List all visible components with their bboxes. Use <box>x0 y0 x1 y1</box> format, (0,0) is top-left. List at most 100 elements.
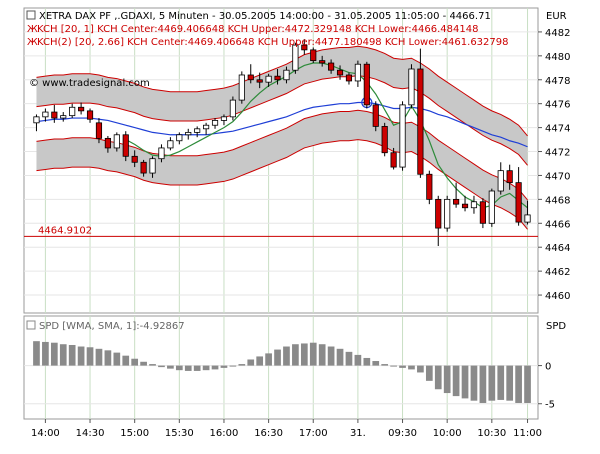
candle-down <box>372 104 379 127</box>
candle-up <box>158 147 165 160</box>
spd-bar <box>211 365 219 370</box>
spd-bar <box>104 350 112 366</box>
x-tick-label: 14:30 <box>76 428 105 439</box>
candle-up <box>292 44 299 71</box>
y-tick-label: 4466 <box>545 219 570 230</box>
chart-title: XETRA DAX PF ,.GDAXI, 5 Minuten - 30.05.… <box>39 11 491 22</box>
horizontal-line: 4464.9102 <box>24 225 538 237</box>
candle-up <box>60 115 67 119</box>
spd-bar <box>202 365 210 371</box>
spd-bar <box>95 348 103 366</box>
candle-up <box>113 134 120 149</box>
spd-axis: 0 -5 <box>538 362 555 411</box>
candle-down <box>319 60 326 64</box>
spd-bar <box>425 365 433 381</box>
kch1-marker-icon[interactable]: Ж <box>27 24 38 35</box>
spd-bar <box>381 364 389 366</box>
candle-up <box>33 116 40 124</box>
candlestick-series <box>33 39 531 247</box>
x-tick-label: 16:30 <box>254 428 283 439</box>
spd-bar <box>470 365 478 401</box>
candle-down <box>122 134 129 157</box>
spd-bar <box>399 365 406 368</box>
price-header: XETRA DAX PF ,.GDAXI, 5 Minuten - 30.05.… <box>26 10 567 89</box>
y-tick-label: 4460 <box>545 291 570 302</box>
kch1-line <box>36 75 528 166</box>
candle-down <box>506 170 513 184</box>
candle-down <box>345 74 353 82</box>
candle-up <box>42 111 49 118</box>
candle-down <box>274 75 281 81</box>
x-tick-label: 14:00 <box>31 428 60 439</box>
spd-bar <box>497 365 505 400</box>
spd-bar <box>283 346 290 366</box>
candle-down <box>247 74 254 81</box>
candle-up <box>470 201 478 209</box>
spd-bar <box>59 344 67 366</box>
spd-label: SPD <box>546 321 566 332</box>
spd-bar <box>434 365 442 390</box>
series-checkbox[interactable] <box>26 10 36 20</box>
x-tick-label: 17:00 <box>299 428 328 439</box>
spd-bar <box>113 352 121 366</box>
candle-up <box>354 63 361 82</box>
candle-down <box>328 62 335 71</box>
candle-up <box>167 140 174 149</box>
spd-bar <box>452 365 460 397</box>
spd-bar <box>390 365 397 367</box>
x-tick-label: 11:00 <box>513 428 542 439</box>
candle-down <box>417 68 424 175</box>
price-panel: 4464.9102 448244804478447644744472447044… <box>23 7 570 314</box>
candle-up <box>203 124 210 130</box>
candle-down <box>363 63 370 106</box>
spd-bar <box>238 364 246 366</box>
spd-bar <box>175 365 183 371</box>
spd-bar <box>220 365 228 368</box>
candle-down <box>310 49 317 62</box>
y-tick-label: 4476 <box>545 100 570 111</box>
spd-bar <box>345 351 353 366</box>
spd-bar <box>256 356 264 366</box>
candle-up <box>185 131 192 136</box>
candle-down <box>78 106 85 112</box>
spd-bar <box>122 355 130 366</box>
level-line-label: 4464.9102 <box>38 225 92 236</box>
spd-bar <box>443 365 451 394</box>
spd-bar <box>193 365 201 371</box>
candle-down <box>381 126 388 154</box>
spd-bar <box>42 341 49 366</box>
candle-up <box>238 74 245 101</box>
candle-up <box>399 104 406 168</box>
x-tick-label: 31. <box>350 428 366 439</box>
kch2-marker-icon[interactable]: Ж <box>27 37 38 48</box>
spd-bar <box>524 365 531 403</box>
candle-down <box>426 173 433 200</box>
y-tick-label: 4468 <box>545 195 570 206</box>
spd-title: SPD [WMA, SMA, 1]:-4.92867 <box>39 321 185 332</box>
y-tick-label: 4474 <box>545 124 570 135</box>
currency-label: EUR <box>546 11 567 22</box>
y-tick-label: 4464 <box>545 243 570 254</box>
spd-bar <box>274 349 281 366</box>
ma-line <box>36 101 528 148</box>
spd-bar <box>292 344 299 366</box>
spd-checkbox[interactable] <box>26 320 36 330</box>
kch2-legend: KCH(2) [20, 2.66] KCH Center:4469.406648… <box>37 37 509 48</box>
candle-up <box>488 190 495 224</box>
spd-bar <box>247 359 255 366</box>
spd-bar <box>167 365 174 369</box>
candle-up <box>194 128 201 133</box>
candle-down <box>390 152 397 168</box>
time-axis: 14:00 14:30 15:00 15:30 16:00 16:30 17:00 31. 09… <box>31 419 542 439</box>
spd-bar <box>515 365 522 403</box>
spd-bar <box>417 365 424 373</box>
spd-bar <box>479 365 487 403</box>
spd-bar <box>461 365 469 399</box>
candle-up <box>149 158 156 174</box>
candle-down <box>301 44 308 51</box>
candle-up <box>524 214 531 223</box>
candle-down <box>104 137 111 149</box>
candle-up <box>229 99 236 118</box>
watermark: © www.tradesignal.com <box>29 78 150 89</box>
